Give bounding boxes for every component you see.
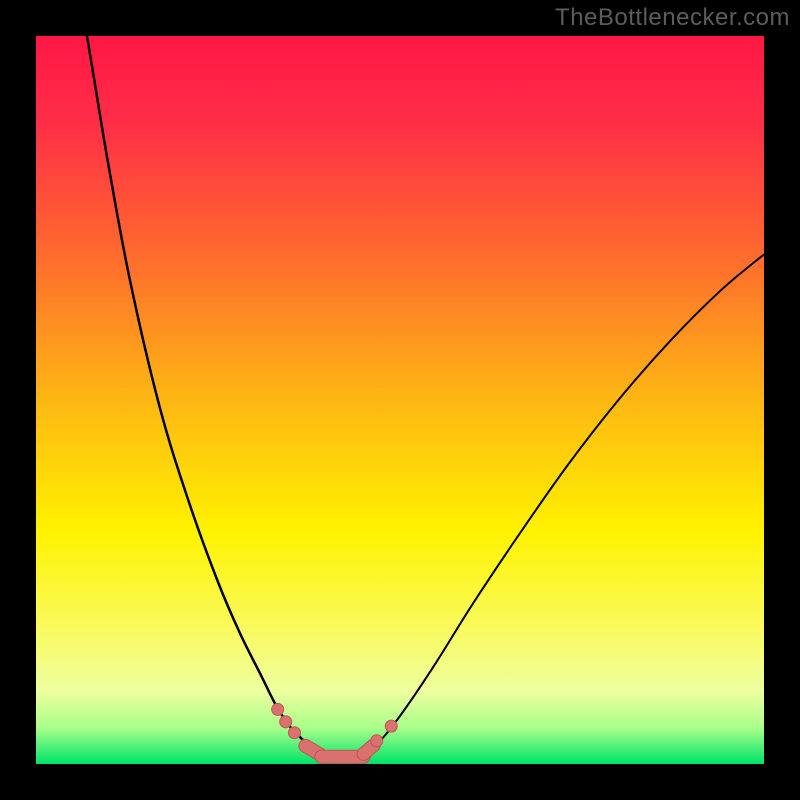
- watermark-text: TheBottlenecker.com: [555, 4, 790, 32]
- bottleneck-chart: [0, 0, 800, 800]
- data-marker-dot: [272, 703, 284, 715]
- chart-plot-background: [36, 36, 764, 764]
- data-marker-dot: [371, 735, 383, 747]
- data-marker-dot: [385, 720, 397, 732]
- data-marker-dot: [280, 716, 292, 728]
- data-marker-capsule: [364, 745, 374, 754]
- data-marker-dot: [288, 727, 300, 739]
